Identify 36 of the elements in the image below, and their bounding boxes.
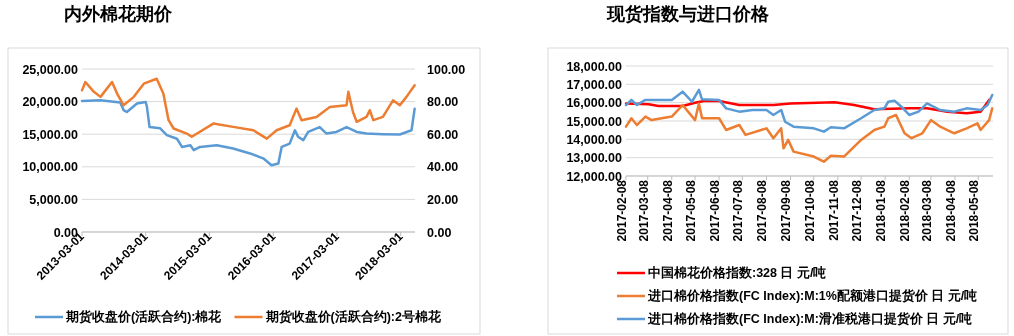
y-tick-label: 17,000.00 xyxy=(566,77,623,92)
y-tick-label: 14,000.00 xyxy=(566,132,623,147)
x-tick-label: 2018-03-08 xyxy=(919,179,934,242)
x-tick-label: 2017-03-08 xyxy=(636,179,651,242)
x-tick-label: 2017-12-08 xyxy=(850,179,865,242)
x-tick-label: 2018-01-08 xyxy=(874,179,889,242)
y2-tick-label: 100.00 xyxy=(427,62,466,77)
x-tick-label: 2017-11-08 xyxy=(826,179,841,241)
y-tick-label: 18,000.00 xyxy=(566,59,623,74)
x-tick-label: 2017-09-08 xyxy=(779,179,794,242)
x-tick-label: 2018-02-08 xyxy=(898,179,913,242)
x-tick-label: 2017-05-08 xyxy=(684,179,699,242)
legend-label: 期货收盘价(活跃合约):2号棉花 xyxy=(264,309,442,324)
y2-tick-label: 40.00 xyxy=(427,160,459,175)
x-tick-label: 2018-04-08 xyxy=(943,179,958,242)
y-tick-label: 25,000.00 xyxy=(22,62,79,77)
chart-title: 内外棉花期价 xyxy=(64,4,173,24)
y-tick-label: 15,000.00 xyxy=(22,127,79,142)
x-tick-label: 2018-05-08 xyxy=(967,179,982,242)
y-tick-label: 16,000.00 xyxy=(566,96,623,111)
y2-tick-label: 80.00 xyxy=(427,95,459,110)
y-tick-label: 10,000.00 xyxy=(22,160,79,175)
chart-title: 现货指数与进口价格 xyxy=(606,4,770,24)
y-tick-label: 13,000.00 xyxy=(566,151,623,166)
x-tick-label: 2017-08-08 xyxy=(755,179,770,242)
y-tick-label: 5,000.00 xyxy=(29,192,79,207)
x-tick-label: 2017-04-08 xyxy=(660,179,675,242)
y2-tick-label: 20.00 xyxy=(427,192,459,207)
y2-tick-label: 0.00 xyxy=(427,225,452,240)
x-tick-label: 2017-07-08 xyxy=(731,179,746,242)
legend-label: 期货收盘价(活跃合约):棉花 xyxy=(65,309,223,324)
y2-tick-label: 60.00 xyxy=(427,127,459,142)
y-tick-label: 20,000.00 xyxy=(22,95,79,110)
x-tick-label: 2017-10-08 xyxy=(802,179,817,242)
y-tick-label: 15,000.00 xyxy=(566,114,623,129)
x-tick-label: 2017-06-08 xyxy=(708,179,723,242)
